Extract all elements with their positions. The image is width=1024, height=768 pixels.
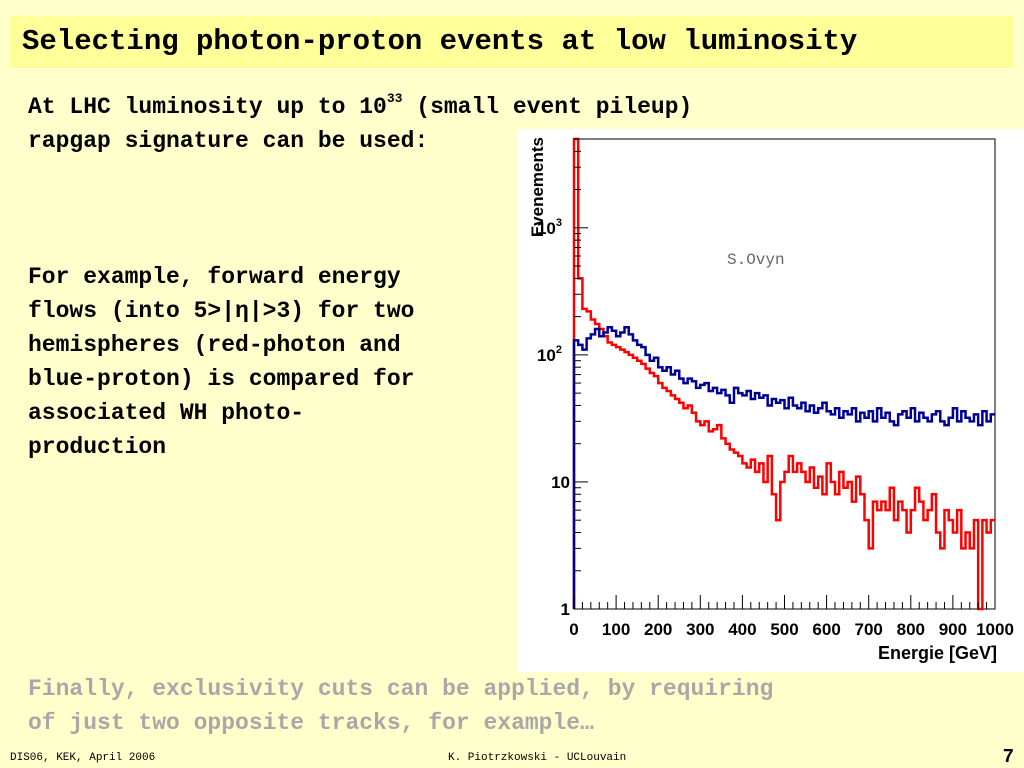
footer-conference: DIS06, KEK, April 2006 xyxy=(10,752,156,764)
y-tick-label: 103 xyxy=(537,217,562,238)
x-tick-label: 1000 xyxy=(976,620,1014,639)
x-tick-label: 400 xyxy=(728,620,756,639)
plot-frame xyxy=(573,138,996,610)
luminosity-exponent: 33 xyxy=(386,91,403,106)
title-bar xyxy=(10,16,1014,68)
plot-ticks: 0 100 200 300 400 500 600 700 800 900 1000 1 10 102 10… xyxy=(537,138,1014,639)
energy-flow-chart: 0 100 200 300 400 500 600 700 800 900 1000 1 10 102 10… xyxy=(528,137,1014,663)
x-tick-label: 700 xyxy=(855,620,883,639)
slide-title: Selecting photon-proton events at low lu… xyxy=(22,25,858,58)
proton-side-series xyxy=(572,325,995,609)
plot-series xyxy=(572,137,995,611)
y-axis-label: Evenements xyxy=(528,137,547,237)
x-tick-label: 800 xyxy=(897,620,925,639)
page-number: 7 xyxy=(1002,746,1014,768)
x-tick-label: 600 xyxy=(812,620,840,639)
y-tick-label: 10 xyxy=(551,473,570,492)
y-tick-label: 102 xyxy=(537,344,562,365)
photon-side-series xyxy=(572,137,995,611)
footer-author: K. Piotrzkowski - UCLouvain xyxy=(448,752,627,764)
x-axis-label: Energie [GeV] xyxy=(878,643,997,663)
x-tick-label: 100 xyxy=(602,620,630,639)
conclusion-paragraph: Finally, exclusivity cuts can be applied… xyxy=(28,676,774,736)
intro-line2: rapgap signature can be used: xyxy=(28,128,429,154)
intro-line1-suffix: (small event pileup) xyxy=(402,94,693,120)
y-tick-label: 1 xyxy=(561,600,570,619)
intro-paragraph: At LHC luminosity up to 1033 (small even… xyxy=(28,90,692,158)
x-tick-label: 300 xyxy=(686,620,714,639)
author-annotation: S.Ovyn xyxy=(727,251,785,269)
energy-flow-plot: 0 100 200 300 400 500 600 700 800 900 1000 1 10 102 10… xyxy=(517,129,1024,672)
x-tick-label: 900 xyxy=(939,620,967,639)
x-tick-label: 500 xyxy=(770,620,798,639)
x-tick-label: 200 xyxy=(644,620,672,639)
intro-line1-prefix: At LHC luminosity up to 10 xyxy=(28,94,387,120)
x-tick-label: 0 xyxy=(569,620,578,639)
plot-area-border xyxy=(573,138,996,610)
example-paragraph: For example, forward energy flows (into … xyxy=(28,264,415,460)
